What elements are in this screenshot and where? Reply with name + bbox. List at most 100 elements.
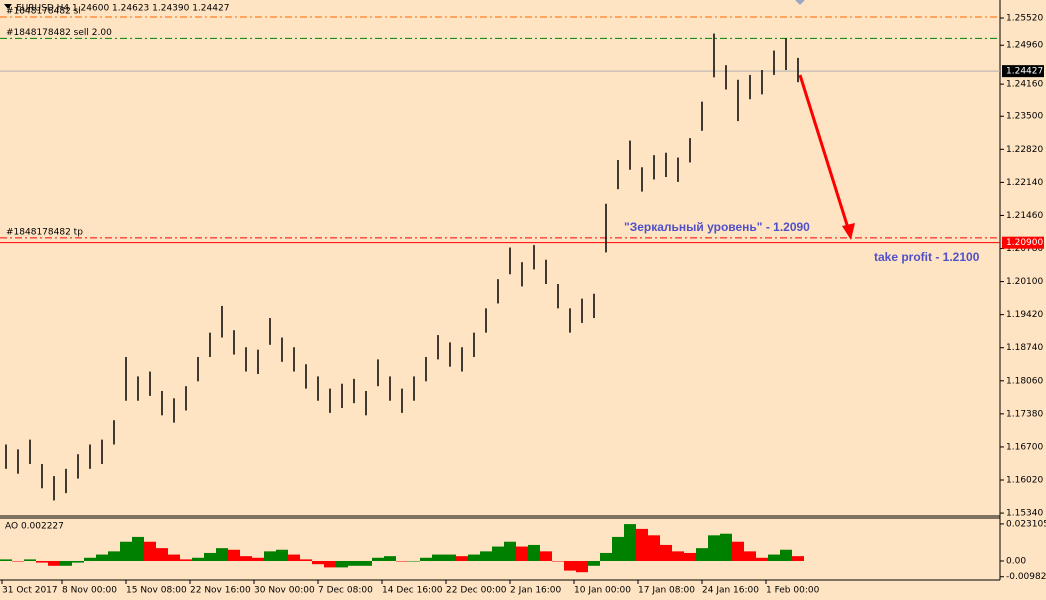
- price-box: [1002, 236, 1044, 249]
- y-tick-label: 1.22140: [1006, 178, 1043, 188]
- ao-bar: [708, 535, 720, 561]
- y-tick-label: 1.21460: [1006, 211, 1043, 221]
- ao-bar: [120, 541, 132, 561]
- x-tick-label: 24 Jan 16:00: [702, 586, 759, 596]
- ao-bar: [312, 560, 324, 565]
- y-tick-label: 1.16700: [1006, 442, 1043, 452]
- ao-bar: [36, 560, 48, 563]
- x-tick-label: 30 Nov 00:00: [254, 586, 315, 596]
- ao-bar: [252, 557, 264, 561]
- ao-bar: [480, 551, 492, 561]
- ao-bar: [156, 548, 168, 561]
- y-tick-label: 1.25520: [1006, 13, 1043, 23]
- y-tick-label: 0.023105: [1006, 519, 1046, 529]
- x-tick-label: 14 Dec 16:00: [382, 586, 443, 596]
- x-tick-label: 22 Dec 00:00: [446, 586, 507, 596]
- ao-bar: [540, 551, 552, 561]
- ao-bar: [240, 556, 252, 561]
- ao-bar: [492, 546, 504, 561]
- ao-bar: [624, 524, 636, 561]
- x-tick-label: 2 Jan 16:00: [510, 586, 562, 596]
- x-tick-label: 31 Oct 2017: [2, 586, 58, 596]
- y-tick-label: 1.17380: [1006, 409, 1043, 419]
- ao-bar: [108, 551, 120, 561]
- ao-bar: [264, 551, 276, 561]
- price-box: [1002, 65, 1044, 78]
- ao-bar: [396, 560, 408, 562]
- ao-bar: [672, 551, 684, 561]
- ao-bar: [216, 548, 228, 561]
- ao-bar: [600, 552, 612, 561]
- y-tick-label: 1.23500: [1006, 112, 1043, 122]
- ao-bar: [180, 559, 192, 561]
- ao-bar: [696, 548, 708, 561]
- ao-bar: [288, 554, 300, 561]
- ao-bar: [276, 549, 288, 561]
- ao-bar: [192, 557, 204, 561]
- ao-bar: [432, 554, 444, 561]
- x-tick-label: 10 Jan 00:00: [574, 586, 631, 596]
- ao-bar: [660, 544, 672, 561]
- ao-bar: [408, 560, 420, 562]
- x-tick-label: 22 Nov 16:00: [190, 586, 251, 596]
- y-tick-label: 1.22820: [1006, 145, 1043, 155]
- x-tick-label: 1 Feb 00:00: [766, 586, 820, 596]
- dropdown-icon[interactable]: [4, 4, 12, 9]
- price-box-label: 1.20900: [1006, 238, 1043, 248]
- ao-bar: [96, 554, 108, 561]
- ao-bar: [732, 541, 744, 561]
- ao-bar: [468, 554, 480, 561]
- ao-bar: [360, 560, 372, 566]
- order-label: #1848178482 sell 2.00: [6, 28, 112, 38]
- ao-bar: [504, 541, 516, 561]
- indicator-label: AO 0.002227: [5, 522, 64, 532]
- x-tick-label: 8 Nov 00:00: [62, 586, 117, 596]
- ao-bar: [552, 560, 564, 562]
- ao-bar: [168, 554, 180, 561]
- ao-bar: [324, 560, 336, 568]
- ao-bar: [636, 528, 648, 561]
- ao-bar: [684, 552, 696, 561]
- y-tick-label: 1.18060: [1006, 376, 1043, 386]
- ao-bar: [204, 552, 216, 561]
- ao-bar: [516, 546, 528, 561]
- x-tick-label: 15 Nov 08:00: [126, 586, 187, 596]
- price-box-label: 1.24427: [1006, 67, 1043, 77]
- x-tick-label: 7 Dec 08:00: [318, 586, 373, 596]
- ao-bar: [588, 560, 600, 566]
- y-tick-label: 1.16020: [1006, 476, 1043, 486]
- ao-bar: [648, 535, 660, 561]
- y-tick-label: 1.20100: [1006, 277, 1043, 287]
- ao-bar: [780, 549, 792, 561]
- ao-bar: [228, 549, 240, 561]
- y-tick-label: 1.19420: [1006, 310, 1043, 320]
- ao-bar: [132, 536, 144, 561]
- ao-bar: [72, 560, 84, 563]
- ao-bar: [60, 560, 72, 566]
- order-label: #1848178482 tp: [6, 227, 83, 237]
- order-label: #1848178482 sl: [6, 7, 81, 17]
- y-tick-label: 1.15340: [1006, 509, 1043, 519]
- ao-bar: [12, 560, 24, 562]
- y-tick-label: 1.20780: [1006, 244, 1043, 254]
- ao-bar: [576, 560, 588, 573]
- ao-bar: [564, 560, 576, 571]
- ao-bar: [744, 551, 756, 561]
- ao-bar: [528, 544, 540, 561]
- ao-bar: [372, 557, 384, 561]
- y-tick-label: 1.24960: [1006, 41, 1043, 51]
- ao-bar: [0, 559, 12, 561]
- ao-bar: [792, 556, 804, 561]
- y-tick-label: 0.00: [1006, 556, 1026, 566]
- arrow-head: [842, 223, 855, 240]
- shift-marker: [795, 0, 805, 5]
- ao-bar: [756, 557, 768, 561]
- ao-bar: [444, 554, 456, 561]
- ao-bar: [384, 556, 396, 561]
- arrow: [798, 74, 850, 229]
- annotation: "Зеркальный уровень" - 1.2090: [624, 220, 810, 234]
- ao-bar: [348, 560, 360, 566]
- ao-bar: [612, 536, 624, 561]
